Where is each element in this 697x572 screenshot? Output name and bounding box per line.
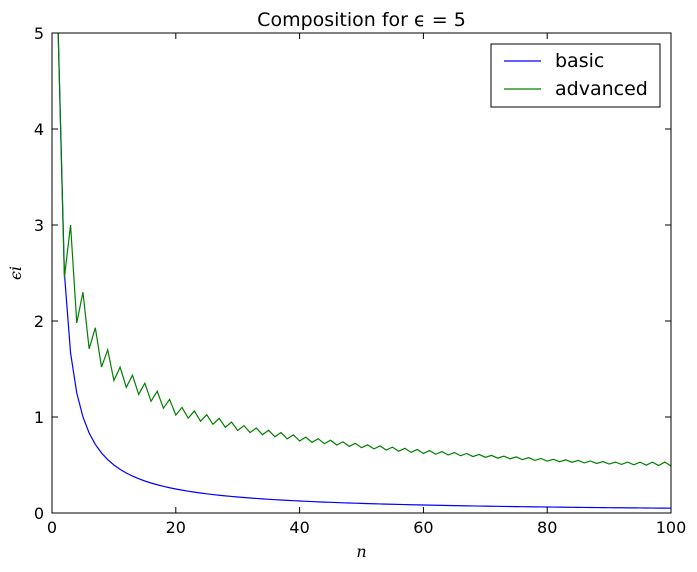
legend-box bbox=[490, 43, 661, 108]
series-line-basic bbox=[57, 32, 672, 509]
x-axis-label: n bbox=[356, 542, 366, 561]
y-tick-label: 5 bbox=[34, 24, 44, 43]
y-tick-label: 2 bbox=[34, 312, 44, 331]
chart-title: Composition for ϵ = 5 bbox=[257, 9, 466, 31]
y-axis-label: ϵi bbox=[6, 266, 25, 280]
y-tick-label: 1 bbox=[34, 408, 44, 427]
y-tick-label: 0 bbox=[34, 504, 44, 523]
legend: basic advanced bbox=[490, 43, 661, 108]
x-tick-label: 100 bbox=[656, 518, 687, 537]
x-tick-label: 80 bbox=[537, 518, 557, 537]
series-layer bbox=[57, 32, 672, 509]
x-tick-label: 20 bbox=[166, 518, 186, 537]
legend-label-advanced: advanced bbox=[555, 78, 648, 100]
y-tick-label: 3 bbox=[34, 216, 44, 235]
x-tick-label: 0 bbox=[47, 518, 57, 537]
plot-frame bbox=[51, 32, 672, 514]
legend-label-basic: basic bbox=[555, 50, 604, 72]
y-tick-label: 4 bbox=[34, 120, 44, 139]
series-line-advanced bbox=[57, 32, 672, 467]
x-tick-label: 60 bbox=[413, 518, 433, 537]
x-tick-label: 40 bbox=[289, 518, 309, 537]
